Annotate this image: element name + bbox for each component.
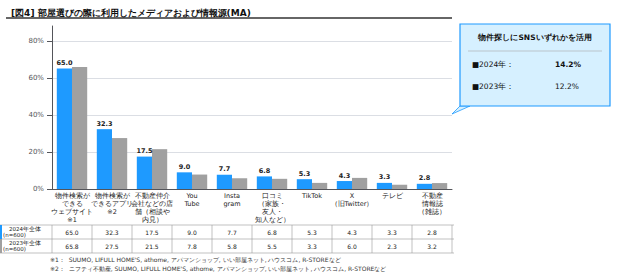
svg-text:物件検索が: 物件検索が (55, 192, 91, 200)
svg-text:0%: 0% (33, 185, 44, 193)
svg-text:物件検索が: 物件検索が (95, 192, 131, 200)
svg-text:2024年全体: 2024年全体 (3, 226, 41, 232)
svg-text:3.2: 3.2 (427, 243, 437, 250)
svg-text:21.5: 21.5 (145, 243, 159, 250)
svg-text:※1: ※1 (67, 216, 77, 224)
svg-text:2.8: 2.8 (419, 174, 431, 182)
svg-text:情報誌: 情報誌 (421, 200, 443, 208)
svg-text:舗（相談や: 舗（相談や (135, 208, 170, 216)
svg-text:65.8: 65.8 (65, 243, 79, 250)
svg-text:できるアプリ: できるアプリ (91, 200, 133, 208)
svg-text:5.3: 5.3 (307, 229, 317, 236)
svg-text:9.0: 9.0 (187, 229, 197, 236)
svg-text:会社などの店: 会社などの店 (131, 200, 173, 208)
svg-text:2023年全体: 2023年全体 (3, 240, 41, 246)
svg-text:7.7: 7.7 (219, 165, 231, 173)
svg-text:不動産仲介: 不動産仲介 (135, 192, 170, 200)
svg-text:[図4] 部屋選びの際に利用したメディアおよび情報源(MA): [図4] 部屋選びの際に利用したメディアおよび情報源(MA) (11, 8, 251, 18)
svg-text:7.8: 7.8 (187, 243, 197, 250)
svg-text:17.5: 17.5 (145, 229, 159, 236)
svg-text:4.3: 4.3 (347, 229, 357, 236)
svg-text:※2： ニフティ不動産, SUUMO, LIFULL HO: ※2： ニフティ不動産, SUUMO, LIFULL HOME'S, athom… (50, 265, 386, 273)
svg-text:4.3: 4.3 (339, 172, 351, 180)
svg-text:3.3: 3.3 (307, 243, 317, 250)
svg-text:※2: ※2 (107, 208, 117, 216)
svg-text:（家族・: （家族・ (258, 200, 286, 208)
svg-text:3.3: 3.3 (387, 229, 397, 236)
svg-text:14.2%: 14.2% (555, 60, 582, 69)
svg-text:不動産: 不動産 (422, 192, 443, 200)
svg-text:(n=600): (n=600) (3, 246, 26, 252)
svg-text:友人・: 友人・ (262, 208, 283, 216)
svg-text:X: X (350, 192, 355, 200)
svg-text:6.0: 6.0 (347, 243, 357, 250)
svg-text:ウェブサイト: ウェブサイト (51, 208, 93, 216)
svg-text:（雑誌）: （雑誌） (418, 208, 446, 216)
svg-text:80%: 80% (28, 37, 44, 45)
svg-text:口コミ: 口コミ (262, 192, 283, 200)
svg-text:■2023年：: ■2023年： (472, 82, 514, 91)
svg-text:7.7: 7.7 (227, 229, 237, 236)
svg-text:2.3: 2.3 (387, 243, 397, 250)
svg-text:40%: 40% (28, 111, 44, 119)
svg-text:できる: できる (62, 200, 83, 208)
svg-text:※1： SUUMO, LIFULL HOME'S, ath: ※1： SUUMO, LIFULL HOME'S, athome, アパマンショ… (50, 256, 341, 264)
svg-text:TikTok: TikTok (301, 192, 322, 200)
svg-text:5.8: 5.8 (227, 243, 237, 250)
svg-text:知人など）: 知人など） (255, 216, 290, 224)
svg-text:12.2%: 12.2% (555, 82, 579, 91)
svg-text:6.8: 6.8 (259, 167, 271, 175)
svg-text:(n=600): (n=600) (3, 232, 26, 238)
svg-text:内見）: 内見） (142, 216, 163, 224)
svg-text:物件探しにSNSいずれかを活用: 物件探しにSNSいずれかを活用 (477, 33, 591, 42)
svg-text:3.3: 3.3 (379, 173, 391, 181)
svg-text:5.3: 5.3 (299, 170, 311, 178)
svg-text:17.5: 17.5 (136, 147, 153, 155)
svg-text:（旧Twitter）: （旧Twitter） (331, 200, 374, 208)
svg-text:32.3: 32.3 (96, 120, 112, 128)
svg-text:65.0: 65.0 (56, 59, 73, 67)
svg-text:27.5: 27.5 (105, 243, 119, 250)
svg-text:20%: 20% (28, 148, 44, 156)
svg-text:gram: gram (223, 200, 240, 208)
svg-text:Tube: Tube (183, 200, 199, 208)
svg-text:テレビ: テレビ (382, 192, 404, 200)
svg-text:6.8: 6.8 (267, 229, 277, 236)
svg-text:■2024年：: ■2024年： (472, 60, 514, 69)
svg-text:Insta: Insta (224, 192, 240, 200)
svg-text:60%: 60% (28, 74, 44, 82)
svg-text:5.5: 5.5 (267, 243, 277, 250)
svg-text:32.3: 32.3 (105, 229, 119, 236)
svg-text:2.8: 2.8 (427, 229, 437, 236)
svg-text:You: You (185, 192, 197, 200)
svg-text:65.0: 65.0 (65, 229, 79, 236)
svg-text:9.0: 9.0 (179, 163, 191, 171)
